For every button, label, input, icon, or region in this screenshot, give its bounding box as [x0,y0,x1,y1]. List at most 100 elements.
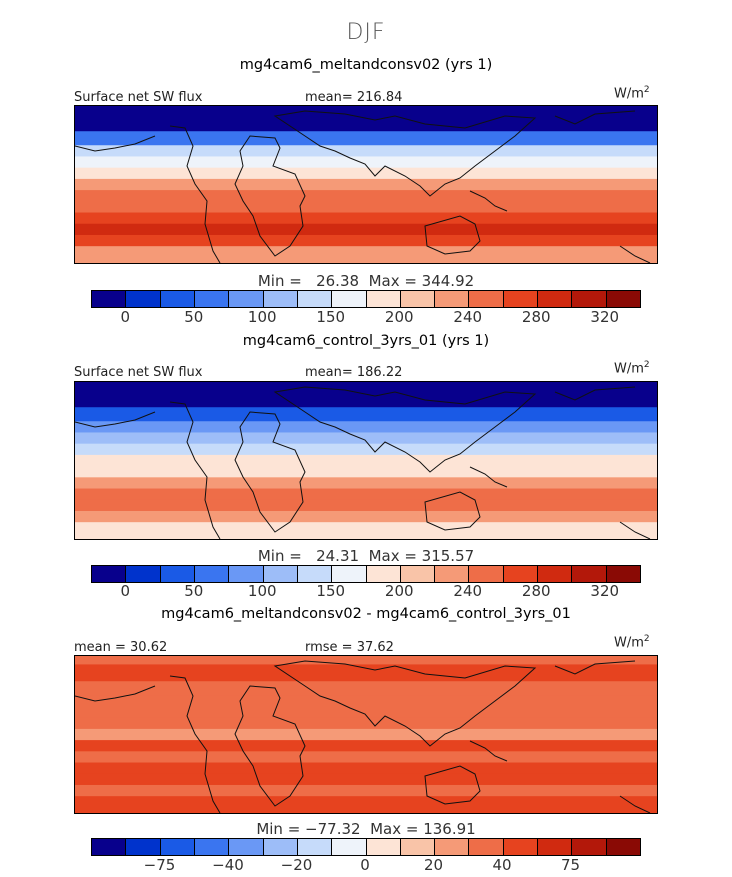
colorbar-tick-label: 240 [453,582,483,600]
map-band [75,382,657,391]
map-band [75,201,657,214]
colorbar-tick-label: 20 [423,856,444,874]
map-band [75,156,657,169]
colorbar-swatch [606,839,640,855]
panel-3-rmse-label: rmse = 37.62 [305,640,394,655]
colorbar-swatch [469,291,504,307]
colorbar-swatch [194,839,230,855]
colorbar-swatch [92,291,127,307]
colorbar-swatch [400,291,436,307]
map-band [75,796,657,813]
map-band [75,656,657,665]
panel-3-minmax: Min = −77.32 Max = 136.91 [256,820,476,838]
colorbar-swatch [160,839,195,855]
panel-1-unit: W/m2 [614,85,650,102]
colorbar-swatch [126,839,161,855]
map-band [75,443,657,456]
map-band [75,717,657,730]
colorbar-swatch [503,839,539,855]
map-band [75,681,657,696]
colorbar-swatch [538,839,573,855]
coastline [75,135,156,152]
colorbar-tick-label: 75 [560,856,581,874]
colorbar-swatch [503,291,539,307]
panel-1-map-svg [75,106,657,263]
panel-1-map [74,105,658,264]
map-band [75,407,657,422]
map-band [75,488,657,501]
colorbar-swatch [400,839,436,855]
colorbar-tick-label: −75 [143,856,176,874]
coastline [75,685,156,702]
colorbar-swatch [606,291,640,307]
coastline [424,491,481,531]
map-band [75,740,657,752]
colorbar-swatch [400,566,436,582]
coastline [273,110,537,197]
map-band [75,178,657,191]
map-band [75,114,657,132]
map-band [75,522,657,539]
colorbar-swatch [503,566,539,582]
map-band [75,212,657,225]
colorbar-tick-label: 0 [120,582,131,600]
map-band [75,751,657,764]
colorbar-swatch [366,291,401,307]
panel-3-map-svg [75,656,657,813]
coastline [273,386,537,473]
colorbar-swatch [435,839,470,855]
colorbar-swatch [538,291,573,307]
panel-1-title: mg4cam6_meltandconsv02 (yrs 1) [239,57,493,73]
colorbar-swatch [126,566,161,582]
panel-2-minmax: Min = 24.31 Max = 315.57 [257,547,475,565]
colorbar-swatch [435,566,470,582]
colorbar-tick-label: 100 [247,582,277,600]
colorbar-tick-label: 40 [492,856,512,874]
colorbar-tick-label: −20 [280,856,313,874]
coastline [75,411,156,428]
colorbar-swatch [263,291,298,307]
coastline [554,110,636,125]
colorbar-swatch [263,566,298,582]
colorbar-swatch [572,291,607,307]
map-band [75,510,657,523]
map-band [75,246,657,263]
panel-2-colorbar-ticks: 0 50 100 150 200 240 280 320 [91,582,639,602]
coastline [469,190,508,212]
colorbar-swatch [332,291,367,307]
colorbar-swatch [229,291,264,307]
map-band [75,466,657,478]
coastline [234,135,306,257]
colorbar-swatch [229,839,264,855]
panel-1-mean-label: mean= 216.84 [305,90,403,105]
map-band [75,432,657,445]
colorbar-swatch [92,839,127,855]
colorbar-swatch [572,566,607,582]
coastline [554,386,636,401]
map-band [75,706,657,719]
colorbar-tick-label: 100 [247,308,277,326]
map-band [75,784,657,797]
coastline [469,740,508,762]
panel-1-colorbar [91,290,641,308]
coastline [234,411,306,533]
colorbar-tick-label: 200 [384,308,414,326]
colorbar-swatch [160,291,195,307]
panel-1-minmax: Min = 26.38 Max = 344.92 [257,272,475,290]
colorbar-swatch [366,566,401,582]
colorbar-tick-label: 320 [590,582,620,600]
map-band [75,234,657,247]
coastline [273,660,537,747]
coastline [619,245,651,263]
panel-2-map [74,381,658,540]
colorbar-tick-label: 280 [521,308,551,326]
panel-2-title: mg4cam6_control_3yrs_01 (yrs 1) [242,333,490,349]
map-band [75,477,657,490]
panel-2-mean-label: mean= 186.22 [305,365,403,380]
panel-3-colorbar-ticks: −75 −40 −20 0 20 40 75 [91,856,639,876]
panel-2-map-svg [75,382,657,539]
colorbar-swatch [92,566,127,582]
colorbar-tick-label: 50 [184,308,204,326]
colorbar-swatch [469,566,504,582]
colorbar-tick-label: 0 [120,308,131,326]
